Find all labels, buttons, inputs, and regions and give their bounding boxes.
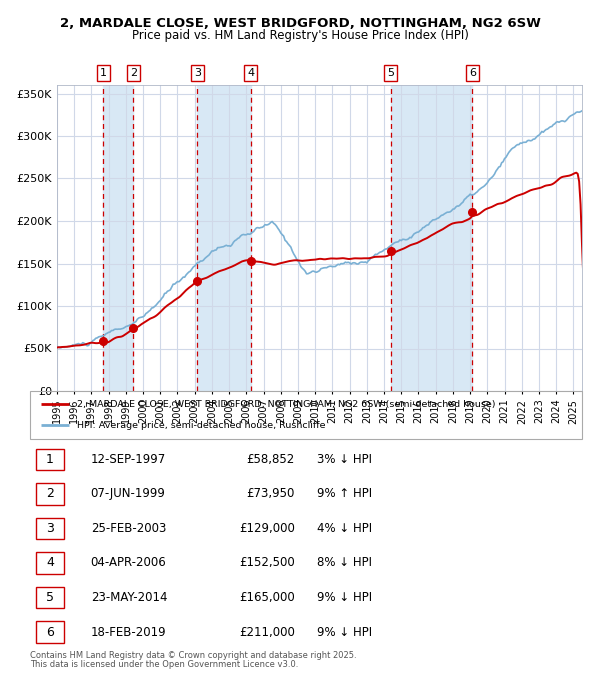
FancyBboxPatch shape — [35, 587, 64, 609]
Text: 1: 1 — [46, 453, 54, 466]
Text: £152,500: £152,500 — [239, 556, 295, 569]
Text: 5: 5 — [387, 68, 394, 78]
Bar — [103, 85, 133, 391]
Text: 8% ↓ HPI: 8% ↓ HPI — [317, 556, 372, 569]
Text: 23-MAY-2014: 23-MAY-2014 — [91, 591, 167, 604]
FancyBboxPatch shape — [35, 552, 64, 574]
Text: 6: 6 — [46, 626, 54, 639]
FancyBboxPatch shape — [35, 622, 64, 643]
Text: 3% ↓ HPI: 3% ↓ HPI — [317, 453, 372, 466]
Text: £58,852: £58,852 — [247, 453, 295, 466]
Text: Price paid vs. HM Land Registry's House Price Index (HPI): Price paid vs. HM Land Registry's House … — [131, 29, 469, 41]
Text: 4: 4 — [247, 68, 254, 78]
Bar — [391, 85, 472, 391]
Text: 04-APR-2006: 04-APR-2006 — [91, 556, 166, 569]
Text: £211,000: £211,000 — [239, 626, 295, 639]
Text: This data is licensed under the Open Government Licence v3.0.: This data is licensed under the Open Gov… — [30, 660, 298, 669]
Text: 2: 2 — [130, 68, 137, 78]
Text: 12-SEP-1997: 12-SEP-1997 — [91, 453, 166, 466]
Text: 3: 3 — [46, 522, 54, 535]
Text: 3: 3 — [194, 68, 201, 78]
Text: 18-FEB-2019: 18-FEB-2019 — [91, 626, 166, 639]
Text: 1: 1 — [100, 68, 107, 78]
FancyBboxPatch shape — [35, 449, 64, 470]
Text: Contains HM Land Registry data © Crown copyright and database right 2025.: Contains HM Land Registry data © Crown c… — [30, 651, 356, 660]
FancyBboxPatch shape — [35, 517, 64, 539]
Bar — [197, 85, 251, 391]
Text: 25-FEB-2003: 25-FEB-2003 — [91, 522, 166, 535]
Text: 5: 5 — [46, 591, 54, 604]
Text: 2, MARDALE CLOSE, WEST BRIDGFORD, NOTTINGHAM, NG2 6SW: 2, MARDALE CLOSE, WEST BRIDGFORD, NOTTIN… — [59, 17, 541, 30]
Text: £73,950: £73,950 — [247, 488, 295, 500]
Text: 2, MARDALE CLOSE, WEST BRIDGFORD, NOTTINGHAM, NG2 6SW (semi-detached house): 2, MARDALE CLOSE, WEST BRIDGFORD, NOTTIN… — [77, 400, 496, 409]
Text: 9% ↑ HPI: 9% ↑ HPI — [317, 488, 372, 500]
Text: 9% ↓ HPI: 9% ↓ HPI — [317, 591, 372, 604]
Text: HPI: Average price, semi-detached house, Rushcliffe: HPI: Average price, semi-detached house,… — [77, 421, 325, 430]
Text: £165,000: £165,000 — [239, 591, 295, 604]
Text: £129,000: £129,000 — [239, 522, 295, 535]
Text: 6: 6 — [469, 68, 476, 78]
Text: 4% ↓ HPI: 4% ↓ HPI — [317, 522, 372, 535]
Text: 07-JUN-1999: 07-JUN-1999 — [91, 488, 166, 500]
FancyBboxPatch shape — [35, 483, 64, 505]
Text: 9% ↓ HPI: 9% ↓ HPI — [317, 626, 372, 639]
Text: 2: 2 — [46, 488, 54, 500]
Text: 4: 4 — [46, 556, 54, 569]
